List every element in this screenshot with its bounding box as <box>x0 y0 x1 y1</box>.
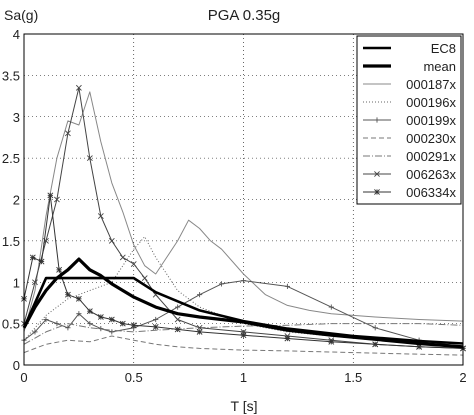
series-point-006334x <box>56 266 63 273</box>
x-tick-label: 1.5 <box>344 370 362 385</box>
legend-label: mean <box>423 59 456 74</box>
plot-frame <box>23 33 464 366</box>
legend-label: 006263x <box>406 167 456 182</box>
series-point-006334x <box>196 328 203 335</box>
series-point-006334x <box>130 322 137 329</box>
y-tick-label: 4 <box>13 27 20 42</box>
x-tick-label: 1 <box>240 370 247 385</box>
y-tick-label: 1 <box>13 275 20 290</box>
series-point-000199x <box>175 304 181 310</box>
series-point-000199x <box>153 316 159 323</box>
series-point-006263x <box>54 196 60 203</box>
series-point-006334x <box>86 308 93 315</box>
legend-marker-006334x <box>374 189 380 195</box>
legend-label: 000230x <box>406 131 456 146</box>
legend: EC8 mean 000187x 000196x 000199x 000230x 00029… <box>356 35 462 205</box>
series-line-000230x <box>23 335 464 356</box>
series-point-006263x <box>75 84 82 91</box>
chart-title: PGA 0.35g <box>208 7 281 24</box>
y-tick-label: 0.5 <box>2 317 20 332</box>
series-point-000199x <box>218 281 225 287</box>
legend-label: 000291x <box>406 149 456 164</box>
series-point-006263x <box>108 237 115 244</box>
series-point-006334x <box>47 192 54 199</box>
y-axis-label: Sa(g) <box>4 7 38 23</box>
series-point-006263x <box>174 316 181 323</box>
series-point-006334x <box>284 335 291 342</box>
y-tick-label: 3.5 <box>2 68 20 83</box>
series-point-006263x <box>141 275 148 282</box>
series-point-006263x <box>130 261 137 267</box>
series-point-006334x <box>152 324 159 330</box>
series-point-006334x <box>38 258 45 265</box>
tick-labels: 0 0.5 1 1.5 2 0 0.5 1 1.5 2 2.5 3 3.5 4 <box>2 27 467 385</box>
series-point-006263x <box>86 155 93 162</box>
series-point-006334x <box>29 254 36 261</box>
series-point-000199x <box>240 277 247 284</box>
series-point-000199x <box>87 321 93 327</box>
y-tick-label: 2 <box>13 193 20 208</box>
legend-label: 000199x <box>406 113 456 128</box>
series-line-000199x <box>23 280 464 348</box>
legend-label: EC8 <box>431 41 456 56</box>
series-point-000199x <box>43 316 49 323</box>
y-tick-label: 0 <box>13 358 20 373</box>
series-point-006263x <box>119 254 126 261</box>
legend-label: 000187x <box>406 77 456 92</box>
x-tick-label: 0.5 <box>125 370 143 385</box>
series-line-mean <box>22 257 464 349</box>
series-point-000199x <box>197 292 203 298</box>
series-line-EC8 <box>22 276 464 345</box>
y-tick-label: 3 <box>13 110 20 125</box>
x-tick-label: 0 <box>20 370 27 385</box>
x-axis-label: T [s] <box>231 398 258 414</box>
y-tick-label: 1.5 <box>2 234 20 249</box>
series-point-000199x <box>32 329 38 335</box>
series-line-000187x <box>23 91 464 333</box>
series-point-000199x <box>284 283 290 289</box>
series-point-006334x <box>372 341 379 348</box>
legend-label: 006334x <box>406 185 456 200</box>
series-point-000199x <box>54 321 60 327</box>
legend-marker-006263x <box>374 171 380 177</box>
series-point-000199x <box>98 325 104 332</box>
legend-marker-000199x <box>374 117 380 123</box>
series-point-000199x <box>65 325 71 331</box>
series-point-006334x <box>119 320 126 327</box>
series-point-006334x <box>174 326 181 333</box>
series-point-006334x <box>108 316 115 323</box>
series-point-006334x <box>64 291 71 298</box>
series-point-006334x <box>97 314 104 320</box>
series-point-006263x <box>97 213 104 219</box>
series-point-006334x <box>240 332 247 339</box>
series-point-006334x <box>75 295 82 302</box>
x-tick-label: 2 <box>459 370 466 385</box>
series-point-000199x <box>372 325 378 331</box>
series-point-000199x <box>76 311 82 317</box>
series-point-006263x <box>196 324 203 331</box>
series-point-006263x <box>64 130 71 137</box>
series-point-000199x <box>328 304 334 310</box>
legend-label: 000196x <box>406 95 456 110</box>
series-group <box>21 84 466 356</box>
y-tick-label: 2.5 <box>2 151 20 166</box>
series-point-006263x <box>32 279 38 286</box>
series-point-006334x <box>328 338 335 345</box>
